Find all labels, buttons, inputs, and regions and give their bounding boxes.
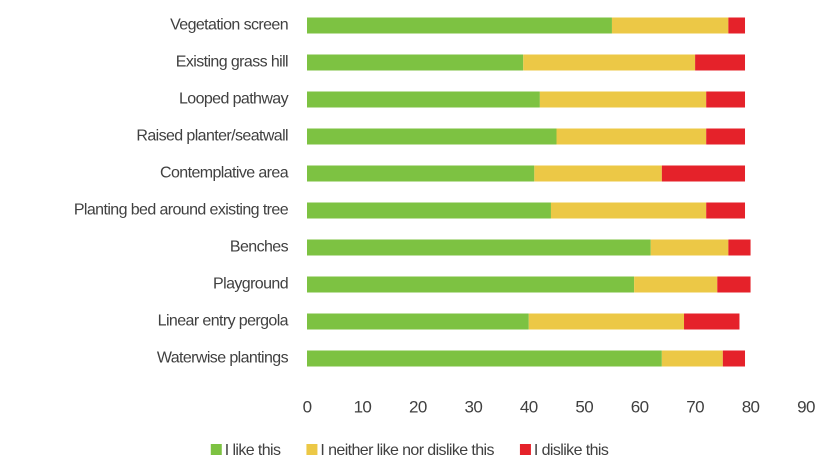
x-tick-label: 90	[797, 397, 815, 416]
bar-segment	[539, 91, 707, 108]
y-tick-label: Linear entry pergola	[158, 313, 289, 330]
bar-segment	[684, 313, 740, 330]
x-tick-label: 50	[575, 397, 593, 416]
y-tick-label: Benches	[230, 239, 289, 256]
y-tick-label: Planting bed around existing tree	[74, 202, 289, 219]
legend-label: I neither like nor dislike this	[320, 442, 494, 459]
legend-swatch	[210, 444, 222, 455]
bar-segment	[307, 239, 651, 256]
bar-segment	[534, 165, 662, 182]
legend-swatch	[306, 444, 318, 455]
bar-segment	[661, 165, 746, 182]
legend-swatch	[519, 444, 531, 455]
y-tick-label: Waterwise plantings	[157, 350, 289, 367]
bar-segment	[528, 313, 685, 330]
bar-segment	[307, 165, 535, 182]
y-tick-label: Looped pathway	[179, 91, 289, 108]
x-tick-label: 40	[520, 397, 538, 416]
bar-segment	[307, 54, 524, 71]
bar-segment	[650, 239, 729, 256]
y-tick-label: Vegetation screen	[170, 17, 288, 34]
legend-label: I dislike this	[534, 442, 609, 459]
y-tick-label: Playground	[213, 276, 288, 293]
bar-segment	[695, 54, 746, 71]
bar-segment	[556, 128, 707, 145]
y-tick-label: Raised planter/seatwall	[136, 128, 288, 145]
bar-segment	[728, 239, 751, 256]
bar-segment	[307, 202, 551, 219]
bar-segment	[307, 350, 662, 367]
x-tick-label: 70	[686, 397, 704, 416]
x-tick-label: 20	[409, 397, 427, 416]
bar-segment	[706, 91, 746, 108]
bar-segment	[307, 128, 557, 145]
x-tick-label: 10	[354, 397, 372, 416]
bar-segment	[717, 276, 751, 293]
legend-label: I like this	[225, 442, 281, 459]
bar-segment	[634, 276, 718, 293]
bar-segment	[728, 17, 746, 34]
y-tick-label: Contemplative area	[160, 165, 289, 182]
bar-segment	[307, 276, 635, 293]
y-tick-label: Existing grass hill	[176, 54, 288, 71]
bar-segment	[706, 202, 746, 219]
bar-segment	[307, 91, 540, 108]
bar-segment	[550, 202, 707, 219]
x-tick-label: 60	[631, 397, 649, 416]
x-tick-label: 30	[464, 397, 482, 416]
x-tick-label: 0	[303, 397, 312, 416]
bar-segment	[611, 17, 729, 34]
bar-segment	[722, 350, 746, 367]
bar-segment	[307, 313, 529, 330]
bar-segment	[307, 17, 612, 34]
bar-segment	[661, 350, 723, 367]
x-tick-label: 80	[742, 397, 760, 416]
bar-segment	[523, 54, 696, 71]
bar-segment	[706, 128, 746, 145]
